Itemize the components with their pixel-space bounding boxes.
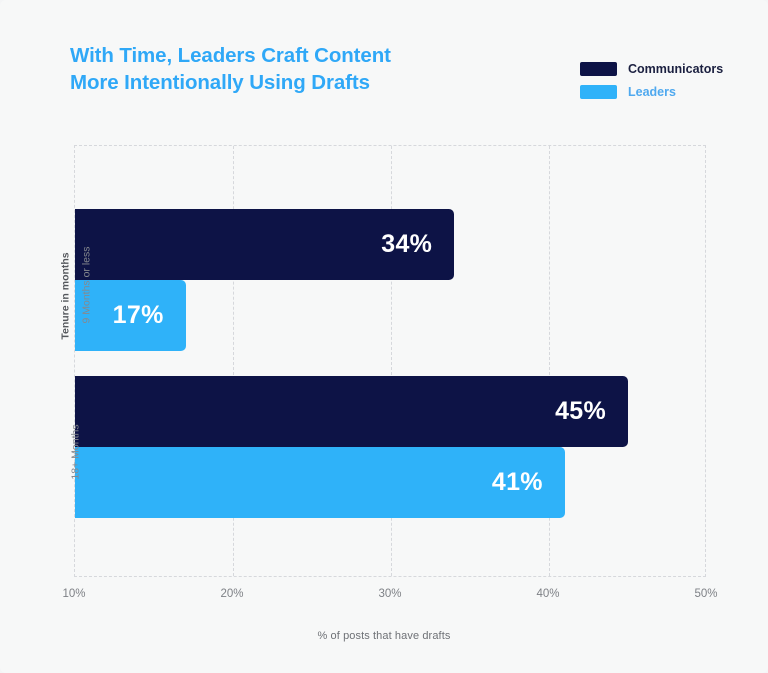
y-axis-category-label: 18+ Months (69, 424, 82, 480)
legend-label-communicators: Communicators (628, 61, 724, 76)
bar-value-label: 17% (112, 301, 164, 329)
legend-item-leaders: Leaders (580, 82, 730, 101)
x-axis-tick-label: 50% (694, 588, 718, 600)
legend-swatch-leaders (580, 84, 617, 99)
chart-title-line-2: More Intentionally Using Drafts (70, 71, 370, 94)
gridline-vertical (233, 146, 234, 576)
plot-area: 34% 17% 45% 41% (74, 145, 706, 577)
gridline-vertical (549, 146, 550, 576)
bar-value-label: 41% (491, 468, 543, 496)
x-axis-tick-label: 30% (378, 588, 402, 600)
bar-value-label: 45% (555, 397, 606, 425)
bar-value-label: 34% (381, 230, 433, 258)
x-axis-tick-label: 10% (62, 588, 86, 600)
legend-item-communicators: Communicators (580, 59, 730, 78)
chart-legend: Communicators Leaders (580, 59, 730, 105)
gridline-vertical (391, 146, 392, 576)
bar-leaders-group-2: 41% (75, 447, 565, 518)
y-axis-category-label: 9 Months or less (80, 246, 93, 324)
chart-title-line-1: With Time, Leaders Craft Content (70, 44, 391, 67)
x-axis-tick-label: 20% (220, 588, 244, 600)
x-axis-tick-label: 40% (536, 588, 560, 600)
legend-label-leaders: Leaders (628, 84, 676, 99)
bar-communicators-group-1: 34% (75, 209, 455, 280)
y-axis-title: Tenure in months (59, 252, 72, 340)
legend-swatch-communicators (580, 61, 617, 76)
x-axis-title: % of posts that have drafts (317, 630, 451, 642)
bar-communicators-group-2: 45% (75, 376, 628, 447)
bar-leaders-group-1: 17% (75, 280, 186, 351)
chart-title: With Time, Leaders Craft Content More In… (70, 42, 500, 96)
